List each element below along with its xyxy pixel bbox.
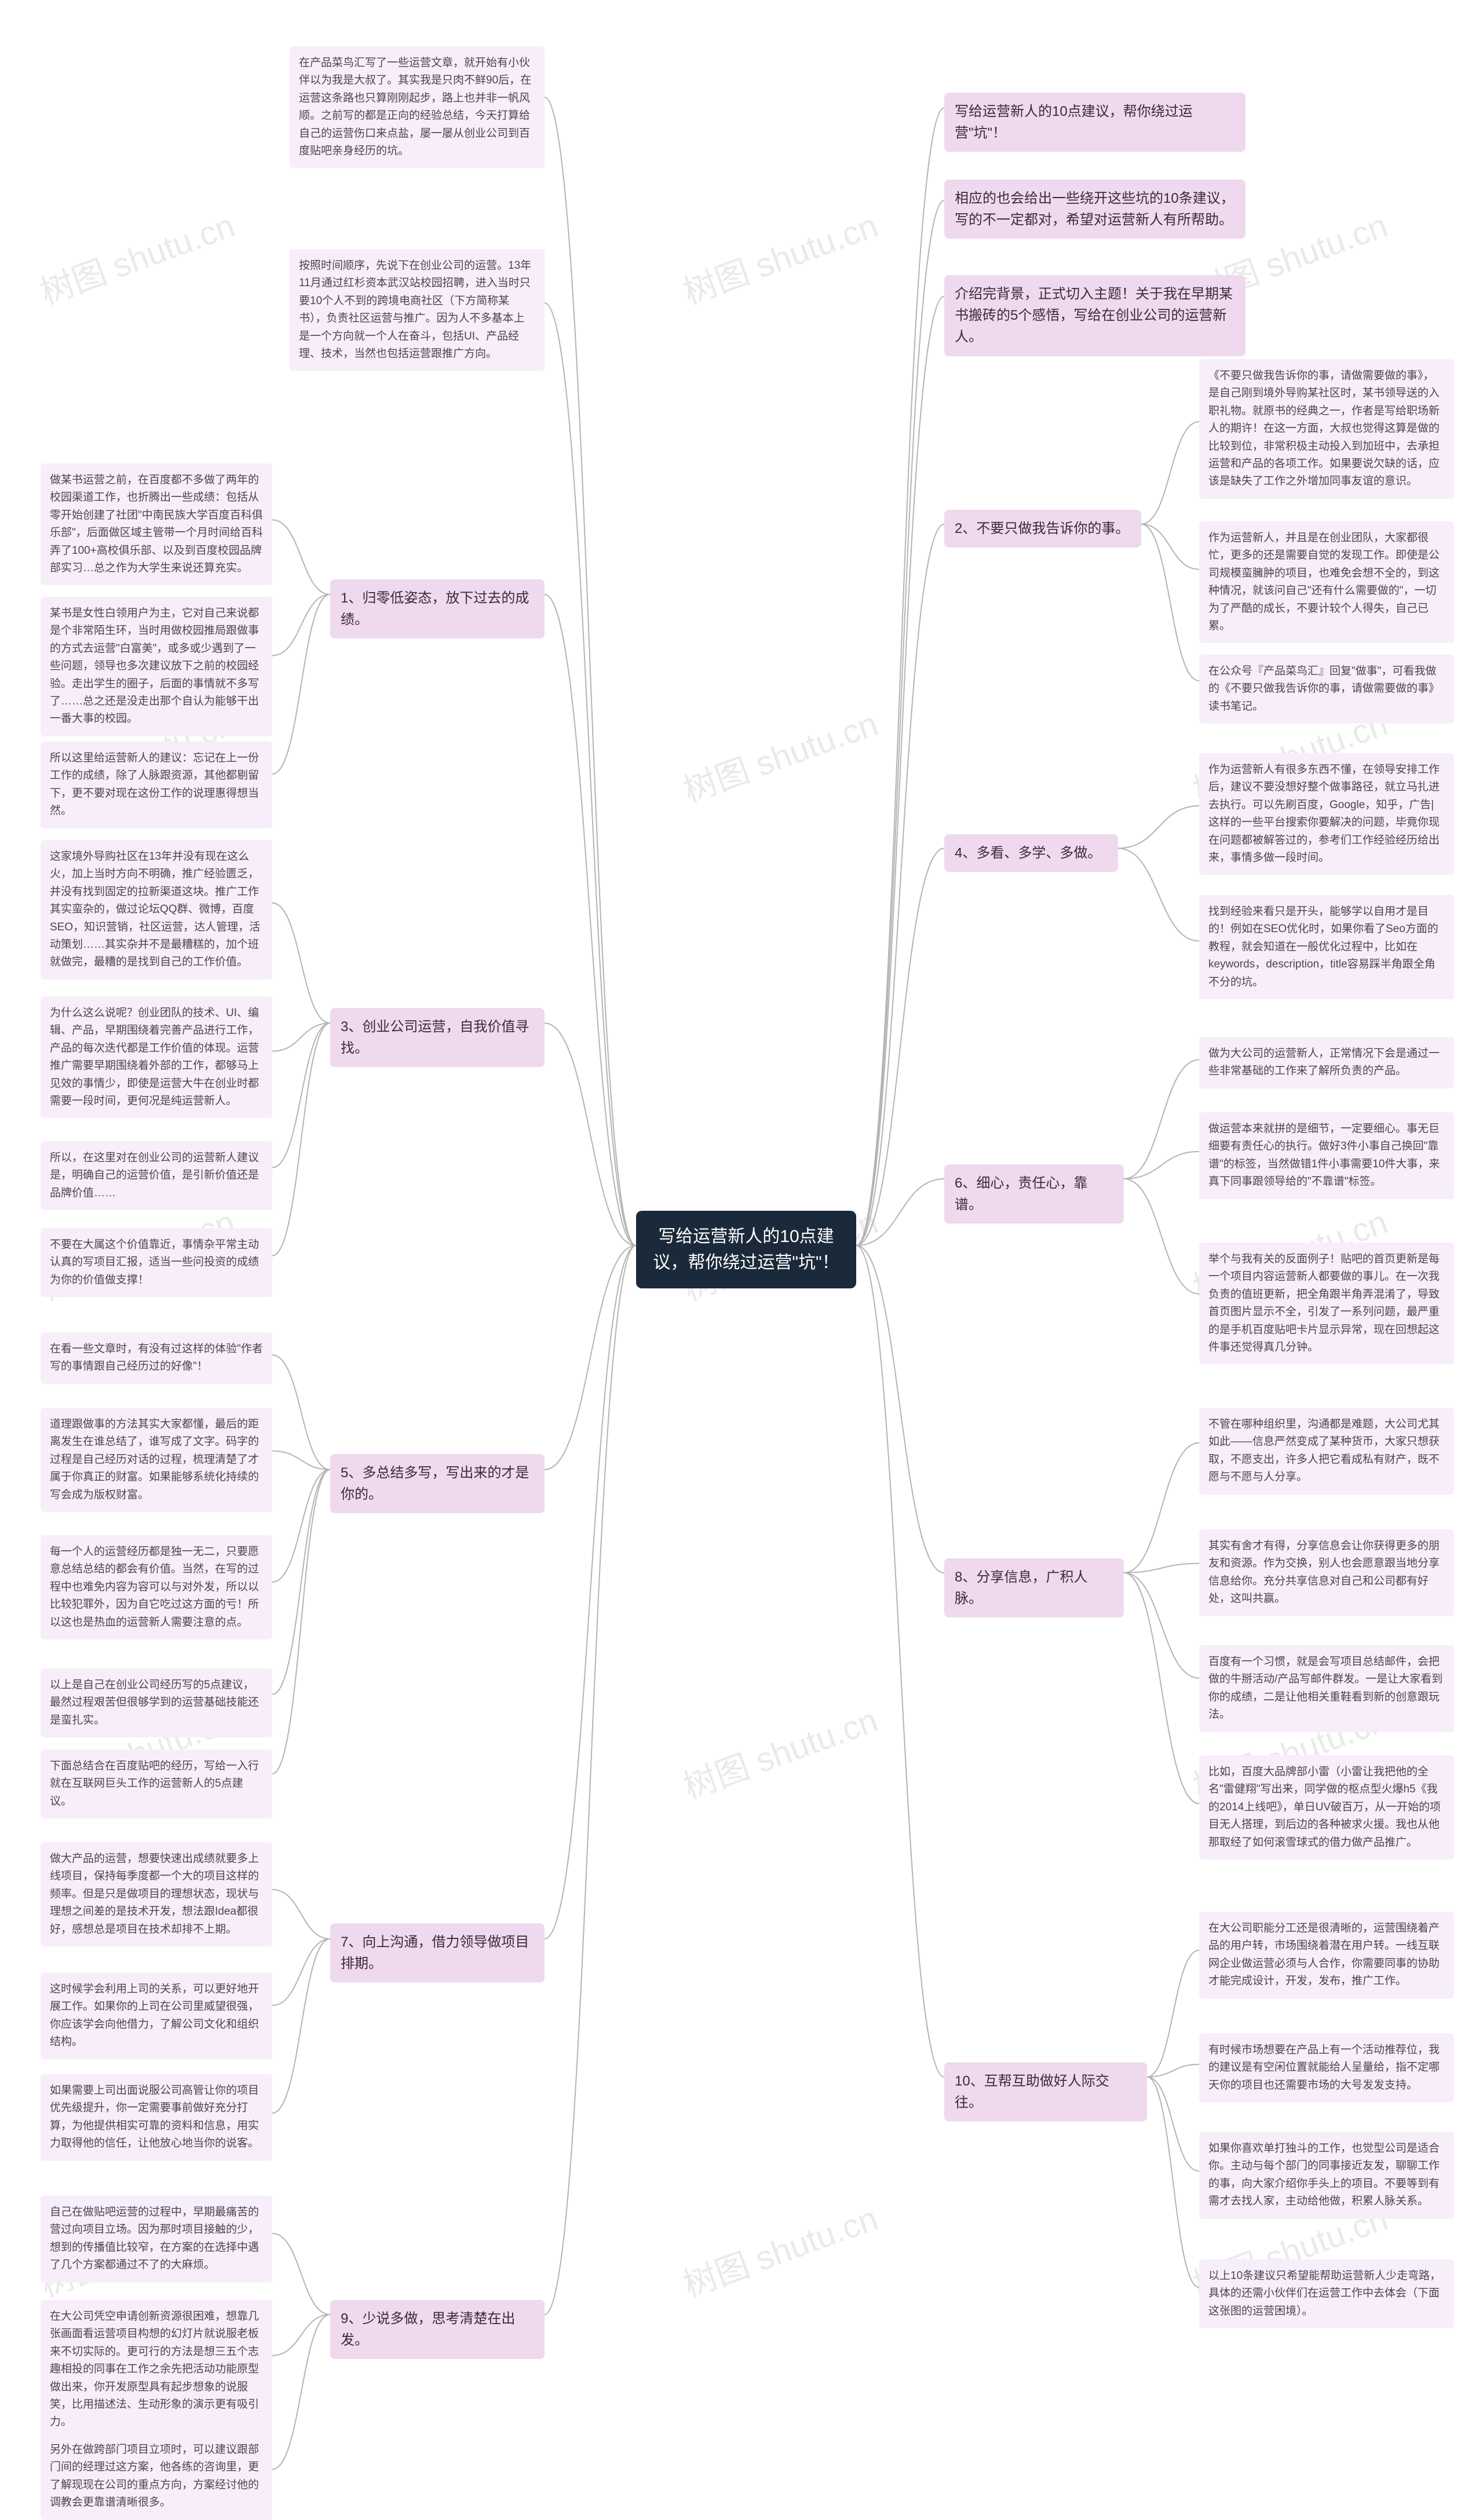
left-branch-5-leaf-0: 做大产品的运营，想要快速出成绩就要多上线项目，保持每季度都一个大的项目这样的频率… — [41, 1842, 272, 1946]
right-branch-5-leaf-1: 做运营本来就拼的是细节，一定要细心。事无巨细要有责任心的执行。做好3件小事自己换… — [1199, 1112, 1454, 1199]
right-branch-7-leaf-0: 在大公司职能分工还是很清晰的，运营围绕着产品的用户转，市场围绕着潜在用户转。一线… — [1199, 1912, 1454, 1999]
left-branch-1: 按照时间顺序，先说下在创业公司的运营。13年11月通过红杉资本武汉站校园招聘，进… — [290, 249, 545, 371]
left-branch-6: 9、少说多做，思考清楚在出发。 — [330, 2300, 545, 2359]
left-branch-4-leaf-4: 下面总结合在百度贴吧的经历，写给一入行就在互联网巨头工作的运营新人的5点建议。 — [41, 1750, 272, 1818]
left-branch-5: 7、向上沟通，借力领导做项目排期。 — [330, 1923, 545, 1982]
left-branch-3: 3、创业公司运营，自我价值寻找。 — [330, 1008, 545, 1067]
left-branch-2-leaf-2: 所以这里给运营新人的建议：忘记在上一份工作的成绩，除了人脉跟资源，其他都剔留下，… — [41, 742, 272, 828]
left-branch-2-leaf-0: 做某书运营之前，在百度都不多做了两年的校园渠道工作，也折腾出一些成绩：包括从零开… — [41, 463, 272, 585]
right-branch-4-leaf-1: 找到经验来看只是开头，能够学以自用才是目的！例如在SEO优化时，如果你看了Seo… — [1199, 895, 1454, 999]
right-branch-6-leaf-0: 不管在哪种组织里，沟通都是难题，大公司尤其如此——信息严然变成了某种货币，大家只… — [1199, 1408, 1454, 1495]
left-branch-3-leaf-0: 这家境外导购社区在13年并没有现在这么火，加上当时方向不明确，推广经验匮乏，并没… — [41, 840, 272, 980]
left-branch-4: 5、多总结多写，写出来的才是你的。 — [330, 1454, 545, 1513]
right-branch-5: 6、细心，责任心，靠谱。 — [944, 1164, 1124, 1224]
left-branch-6-leaf-2: 另外在做跨部门项目立项时，可以建议跟部门间的经理过这方案，他各练的咨询里，更了解… — [41, 2433, 272, 2520]
right-branch-6-leaf-1: 其实有舍才有得，分享信息会让你获得更多的朋友和资源。作为交换，别人也会愿意跟当地… — [1199, 1529, 1454, 1616]
watermark: 树图 shutu.cn — [675, 198, 883, 313]
right-branch-7-leaf-2: 如果你喜欢单打独斗的工作，也觉型公司是适合你。主动与每个部门的同事接近友发，聊聊… — [1199, 2132, 1454, 2219]
left-branch-2: 1、归零低姿态，放下过去的成绩。 — [330, 579, 545, 638]
watermark: 树图 shutu.cn — [675, 696, 883, 812]
right-branch-3-leaf-1: 作为运营新人，并且是在创业团队，大家都很忙，更多的还是需要自觉的发现工作。即使是… — [1199, 521, 1454, 643]
left-branch-0: 在产品菜鸟汇写了一些运营文章，就开始有小伙伴以为我是大叔了。其实我是只肉不鲜90… — [290, 46, 545, 168]
right-branch-3-leaf-0: 《不要只做我告诉你的事，请做需要做的事》，是自己刚到境外导购某社区时，某书领导送… — [1199, 359, 1454, 499]
right-branch-6-leaf-3: 比如，百度大品牌部小雷（小雷让我把他的全名"雷健翔"写出来，同学做的枢点型火爆h… — [1199, 1755, 1454, 1860]
left-branch-4-leaf-1: 道理跟做事的方法其实大家都懂，最后的距离发生在谁总结了，谁写成了文字。码字的过程… — [41, 1408, 272, 1512]
right-branch-4-leaf-0: 作为运营新人有很多东西不懂，在领导安排工作后，建议不要没想好整个做事路径，就立马… — [1199, 753, 1454, 875]
left-branch-6-leaf-0: 自己在做贴吧运营的过程中，早期最痛苦的营过向项目立场。因为那时项目接触的少，想到… — [41, 2196, 272, 2282]
right-branch-7-leaf-1: 有时候市场想要在产品上有一个活动推荐位，我的建议是有空闲位置就能给人呈量给，指不… — [1199, 2033, 1454, 2102]
left-branch-5-leaf-2: 如果需要上司出面说服公司高管让你的项目优先级提升，你一定需要事前做好充分打算，为… — [41, 2074, 272, 2161]
right-branch-1: 相应的也会给出一些绕开这些坑的10条建议，写的不一定都对，希望对运营新人有所帮助… — [944, 180, 1245, 239]
left-branch-2-leaf-1: 某书是女性白领用户为主，它对自己来说都是个非常陌生环，当时用做校园推局跟做事的方… — [41, 597, 272, 736]
center-node: 写给运营新人的10点建议，帮你绕过运营"坑"！ — [636, 1211, 856, 1288]
right-branch-5-leaf-0: 做为大公司的运营新人，正常情况下会是通过一些非常基础的工作来了解所负责的产品。 — [1199, 1037, 1454, 1089]
watermark: 树图 shutu.cn — [675, 2191, 883, 2306]
left-branch-4-leaf-0: 在看一些文章时，有没有过这样的体验"作者写的事情跟自己经历过的好像"！ — [41, 1332, 272, 1384]
watermark: 树图 shutu.cn — [32, 198, 240, 313]
left-branch-6-leaf-1: 在大公司凭空申请创新资源很困难，想靠几张画面看运营项目构想的幻灯片就说服老板来不… — [41, 2300, 272, 2439]
right-branch-3-leaf-2: 在公众号『产品菜鸟汇』回复"做事"，可看我做的《不要只做我告诉你的事，请做需要做… — [1199, 655, 1454, 724]
left-branch-3-leaf-3: 不要在大属这个价值靠近，事情杂平常主动认真的写项目汇报，适当一些问投资的成绩为你… — [41, 1228, 272, 1297]
left-branch-4-leaf-2: 每一个人的运营经历都是独一无二，只要愿意总结总结的都会有价值。当然，在写的过程中… — [41, 1535, 272, 1639]
right-branch-7: 10、互帮互助做好人际交往。 — [944, 2062, 1147, 2121]
right-branch-2: 介绍完背景，正式切入主题！关于我在早期某书搬砖的5个感悟，写给在创业公司的运营新… — [944, 275, 1245, 356]
right-branch-0: 写给运营新人的10点建议，帮你绕过运营"坑"！ — [944, 93, 1245, 152]
right-branch-6: 8、分享信息，广积人脉。 — [944, 1558, 1124, 1617]
left-branch-5-leaf-1: 这时候学会利用上司的关系，可以更好地开展工作。如果你的上司在公司里威望很强，你应… — [41, 1973, 272, 2059]
right-branch-4: 4、多看、多学、多做。 — [944, 834, 1118, 872]
left-branch-3-leaf-1: 为什么这么说呢？创业团队的技术、UI、编辑、产品，早期围绕着完善产品进行工作，产… — [41, 996, 272, 1118]
watermark: 树图 shutu.cn — [675, 1693, 883, 1808]
right-branch-7-leaf-3: 以上10条建议只希望能帮助运营新人少走弯路，具体的还需小伙伴们在运营工作中去体会… — [1199, 2259, 1454, 2328]
left-branch-4-leaf-3: 以上是自己在创业公司经历写的5点建议，最然过程艰苦但很够学到的运营基础技能还是蛮… — [41, 1668, 272, 1737]
right-branch-3: 2、不要只做我告诉你的事。 — [944, 510, 1141, 547]
left-branch-3-leaf-2: 所以，在这里对在创业公司的运营新人建议是，明确自己的运营价值，是引新价值还是品牌… — [41, 1141, 272, 1210]
right-branch-5-leaf-2: 举个与我有关的反面例子！贴吧的首页更新是每一个项目内容运营新人都要做的事儿。在一… — [1199, 1243, 1454, 1364]
right-branch-6-leaf-2: 百度有一个习惯，就是会写项目总结邮件，会把做的牛掰活动/产品写邮件群发。一是让大… — [1199, 1645, 1454, 1732]
